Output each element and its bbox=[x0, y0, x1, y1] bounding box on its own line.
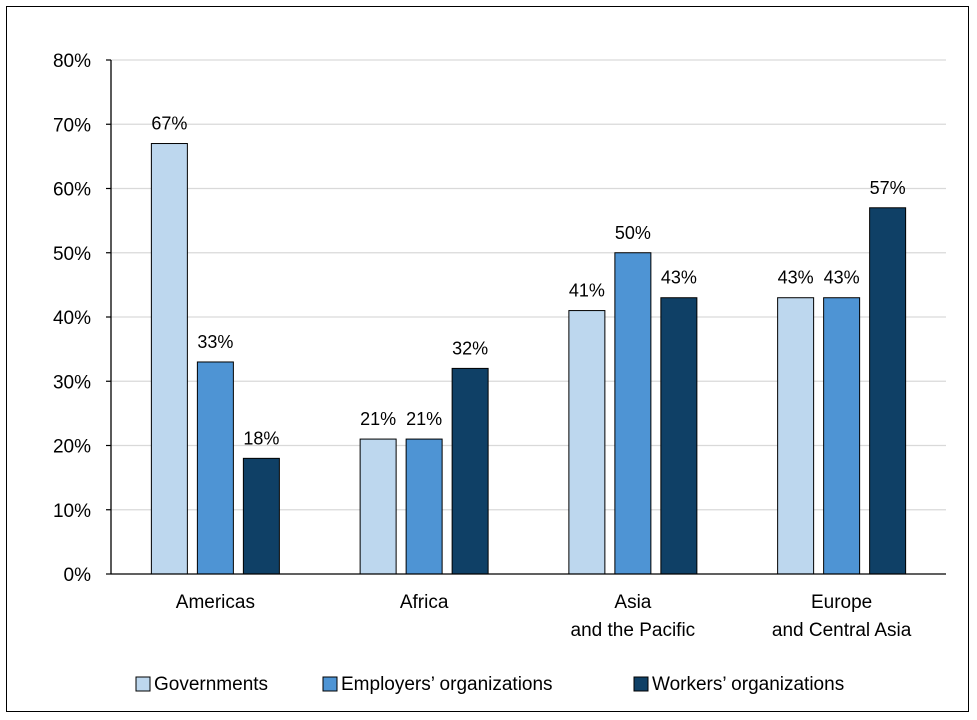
legend-swatch bbox=[135, 676, 151, 692]
axes: 0% 10% 20% 30% 40% 50% 60% 70% 80% Americas Africa… bbox=[53, 51, 946, 641]
data-label: 43% bbox=[824, 268, 860, 288]
legend-label: Workers’ organizations bbox=[652, 674, 844, 695]
bar bbox=[869, 207, 907, 575]
legend-label: Governments bbox=[154, 674, 268, 695]
data-label: 32% bbox=[452, 338, 488, 358]
y-tick-label: 20% bbox=[53, 437, 91, 458]
data-label: 43% bbox=[778, 268, 814, 288]
data-label: 43% bbox=[661, 268, 697, 288]
bar bbox=[451, 367, 489, 575]
data-label: 67% bbox=[151, 114, 187, 134]
x-category-label: Africa bbox=[400, 592, 449, 613]
bar bbox=[568, 310, 606, 575]
bar bbox=[777, 297, 815, 575]
bar bbox=[359, 438, 397, 575]
x-category-label: and the Pacific bbox=[571, 620, 696, 641]
y-tick-label: 30% bbox=[53, 372, 91, 393]
x-category-label: Americas bbox=[176, 592, 255, 613]
bar bbox=[150, 143, 188, 575]
y-tick-label: 10% bbox=[53, 501, 91, 522]
x-category-label: Asia bbox=[614, 592, 651, 613]
bar bbox=[660, 297, 698, 575]
bar bbox=[196, 361, 234, 575]
y-tick-label: 80% bbox=[53, 51, 91, 72]
bar bbox=[823, 297, 861, 575]
y-tick-label: 50% bbox=[53, 244, 91, 265]
data-label: 21% bbox=[360, 409, 396, 429]
x-category-label: Europe bbox=[811, 592, 872, 613]
bar bbox=[614, 252, 652, 575]
legend-label: Employers’ organizations bbox=[341, 674, 553, 695]
data-label: 50% bbox=[615, 223, 651, 243]
y-tick-label: 40% bbox=[53, 308, 91, 329]
data-label: 18% bbox=[243, 428, 279, 448]
gridlines bbox=[111, 59, 946, 511]
bars bbox=[150, 143, 907, 575]
data-label: 21% bbox=[406, 409, 442, 429]
data-label: 57% bbox=[870, 178, 906, 198]
legend: Governments Employers’ organizations Worke… bbox=[135, 674, 844, 695]
legend-swatch bbox=[322, 676, 338, 692]
x-category-label: and Central Asia bbox=[772, 620, 912, 641]
bar bbox=[405, 438, 443, 575]
y-tick-label: 70% bbox=[53, 115, 91, 136]
legend-swatch bbox=[633, 676, 649, 692]
y-tick-label: 60% bbox=[53, 180, 91, 201]
data-label: 41% bbox=[569, 281, 605, 301]
data-labels: 67% 33% 18% 21% 21% 32% 41% 50% 43% 43% 43% 57% bbox=[151, 114, 905, 449]
data-label: 33% bbox=[197, 332, 233, 352]
bar bbox=[242, 457, 280, 575]
y-tick-label: 0% bbox=[64, 565, 92, 586]
